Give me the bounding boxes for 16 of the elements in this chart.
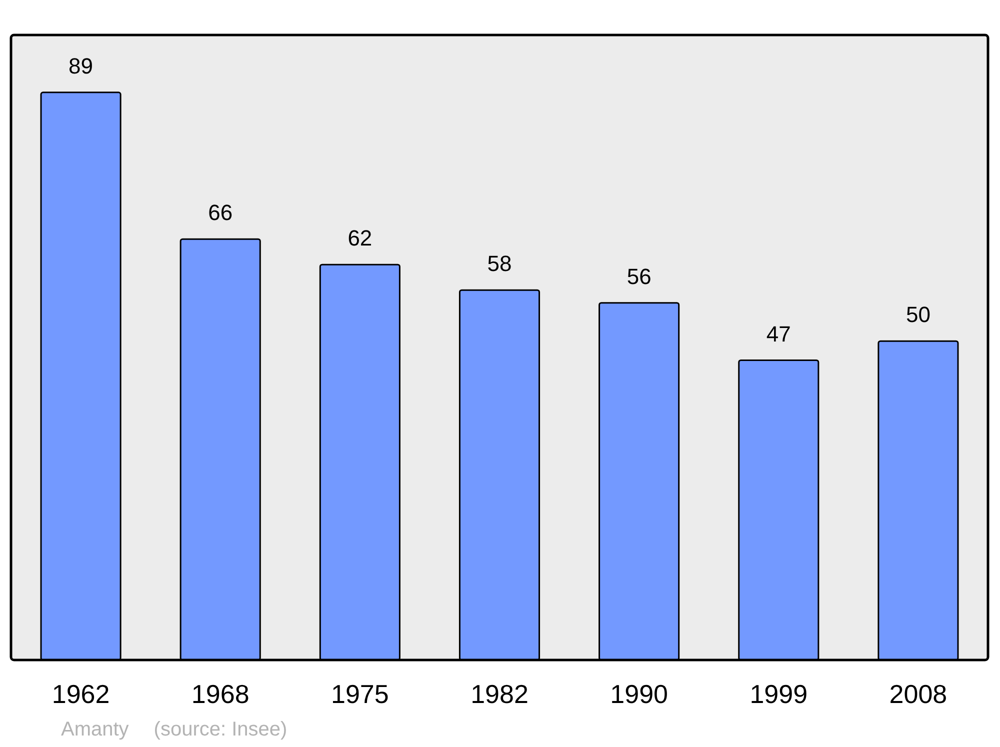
x-tick-label: 1975: [331, 678, 389, 709]
data-label: 58: [487, 251, 512, 276]
x-tick-label: 1999: [750, 678, 808, 709]
data-label: 47: [766, 321, 791, 346]
text: (source: Insee): [154, 718, 288, 741]
x-tick-label: 2008: [889, 678, 948, 709]
x-tick-label: 1968: [191, 678, 250, 709]
data-label: 62: [348, 226, 372, 251]
text: Amanty: [61, 718, 129, 741]
x-tick-label: 1982: [470, 678, 528, 709]
x-tick-label: 1990: [610, 678, 668, 709]
x-tick-label: 1962: [52, 678, 110, 709]
data-label: 66: [208, 200, 233, 226]
data-label: 50: [906, 302, 930, 328]
data-label: 89: [68, 53, 94, 78]
data-label: 56: [626, 264, 652, 289]
